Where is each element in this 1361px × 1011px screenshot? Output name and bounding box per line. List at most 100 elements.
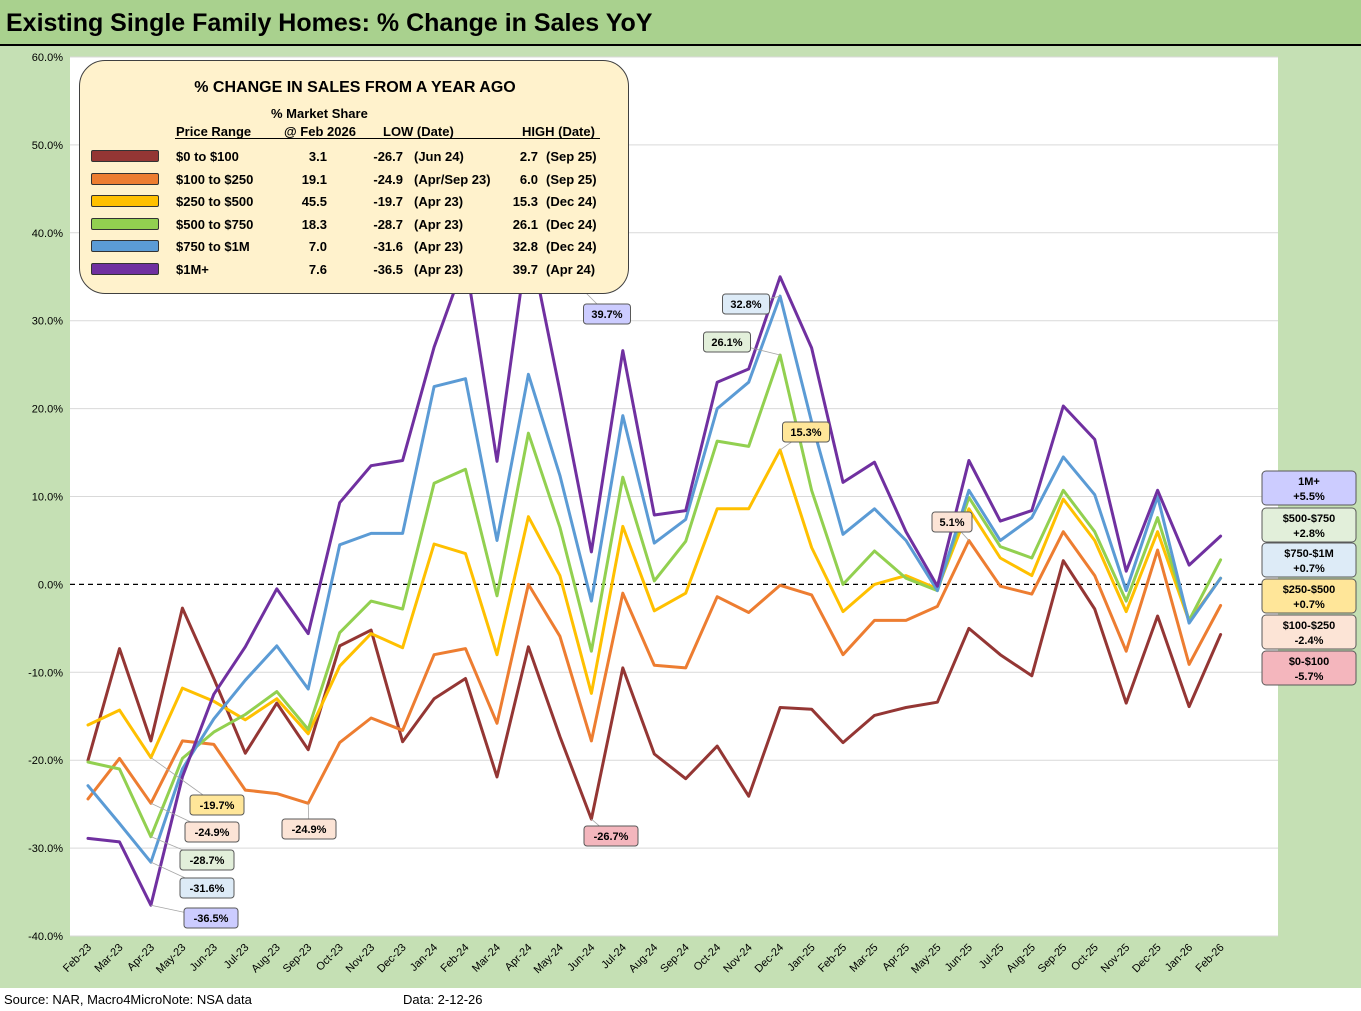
data-label: 5.1%	[939, 517, 964, 529]
x-tick-label: Mar-23	[92, 942, 125, 975]
x-tick-label: Nov-23	[344, 942, 378, 976]
callout-box	[179, 849, 235, 871]
data-label: -24.9%	[195, 827, 230, 839]
legend-price-range: $100 to $250	[176, 172, 254, 187]
callout-box	[281, 818, 337, 840]
legend-header-high: HIGH (Date)	[522, 124, 595, 139]
end-label-value: +5.5%	[1293, 491, 1325, 503]
legend-price-range: $500 to $750	[176, 217, 254, 232]
x-tick-label: Nov-24	[721, 942, 755, 976]
legend-low-date: (Apr 23)	[414, 239, 464, 254]
legend-title: % CHANGE IN SALES FROM A YEAR AGO	[194, 79, 516, 96]
y-tick-label: 10.0%	[32, 492, 63, 504]
y-tick-label: -40.0%	[28, 931, 63, 943]
end-label-box	[1261, 542, 1357, 578]
legend-high: 6.0	[519, 172, 538, 187]
legend-high-date: (Dec 24)	[546, 239, 597, 254]
legend-swatch	[91, 173, 159, 185]
end-label-box	[1261, 614, 1357, 650]
y-tick-label: -10.0%	[28, 667, 63, 679]
end-label-name: $100-$250	[1283, 620, 1336, 632]
legend-low: -19.7	[373, 194, 403, 209]
end-label-value: -2.4%	[1295, 635, 1324, 647]
x-tick-label: Oct-23	[314, 942, 346, 974]
callout-box	[583, 303, 631, 325]
source-note: Source: NAR, Macro4MicroNote: NSA data	[4, 992, 252, 1007]
legend-low: -28.7	[373, 217, 403, 232]
callout-box	[183, 907, 239, 929]
callout-box	[703, 331, 751, 353]
x-tick-label: Apr-23	[125, 942, 157, 974]
data-label: 15.3%	[790, 427, 821, 439]
x-tick-label: Sep-23	[281, 942, 315, 976]
legend-share: 45.5	[301, 194, 327, 209]
end-label-value: +2.8%	[1293, 528, 1325, 540]
x-tick-label: Jun-23	[188, 942, 220, 974]
data-label: 32.8%	[730, 299, 761, 311]
x-tick-label: Apr-24	[503, 942, 535, 974]
legend-swatch	[91, 218, 159, 230]
legend-header-share: @ Feb 2026	[284, 124, 356, 139]
series-line-1M+	[86, 233, 1223, 907]
y-tick-label: 60.0%	[32, 52, 63, 64]
legend-high: 2.7	[519, 149, 538, 164]
legend-table: % CHANGE IN SALES FROM A YEAR AGO % Mark…	[79, 60, 629, 294]
x-tick-label: May-24	[532, 942, 566, 976]
legend-high: 32.8	[512, 239, 538, 254]
data-label: -28.7%	[190, 855, 225, 867]
x-tick-label: May-23	[154, 942, 188, 976]
end-label-name: $250-$500	[1283, 584, 1336, 596]
legend-row: $100 to $250 19.1 -24.9 (Apr/Sep 23) 6.0 (Sep…	[80, 172, 630, 190]
series-line-$500-$750	[86, 353, 1223, 839]
legend-high-date: (Dec 24)	[546, 217, 597, 232]
end-label-box	[1261, 470, 1357, 506]
legend-high-date: (Apr 24)	[546, 262, 596, 277]
x-tick-label: Feb-26	[1194, 942, 1227, 975]
legend-row: $0 to $100 3.1 -26.7 (Jun 24) 2.7 (Sep 25)	[80, 149, 630, 167]
legend-low: -24.9	[373, 172, 403, 187]
x-tick-label: Dec-24	[753, 942, 787, 976]
data-label: -31.6%	[190, 883, 225, 895]
legend-low: -26.7	[373, 149, 403, 164]
callout-box	[184, 821, 240, 843]
legend-low-date: (Apr 23)	[414, 217, 464, 232]
data-label: -19.7%	[200, 800, 235, 812]
x-tick-label: Apr-25	[880, 942, 912, 974]
x-tick-label: Feb-25	[816, 942, 849, 975]
x-tick-label: Feb-23	[61, 942, 94, 975]
legend-header-market-share: % Market Share	[271, 106, 368, 121]
x-tick-label: Aug-23	[249, 942, 283, 976]
y-tick-label: -30.0%	[28, 843, 63, 855]
legend-row: $250 to $500 45.5 -19.7 (Apr 23) 15.3 (Dec 24…	[80, 194, 630, 212]
callout-box	[179, 877, 235, 899]
end-label-name: $500-$750	[1283, 513, 1336, 525]
legend-high-date: (Sep 25)	[546, 172, 597, 187]
end-label-box	[1261, 507, 1357, 543]
x-tick-label: Jan-26	[1163, 942, 1195, 974]
y-tick-label: -20.0%	[28, 755, 63, 767]
legend-header-low: LOW (Date)	[383, 124, 454, 139]
y-tick-label: 30.0%	[32, 316, 63, 328]
end-label-name: $750-$1M	[1284, 548, 1334, 560]
series-line-$0-$100	[86, 559, 1223, 821]
data-label: -36.5%	[194, 913, 229, 925]
data-label: 26.1%	[711, 337, 742, 349]
legend-price-range: $250 to $500	[176, 194, 254, 209]
x-tick-label: Jul-25	[977, 942, 1007, 972]
callout-box	[782, 421, 830, 443]
y-tick-label: 0.0%	[38, 579, 63, 591]
legend-low: -31.6	[373, 239, 403, 254]
series-layer	[86, 233, 1223, 907]
end-label-value: +0.7%	[1293, 563, 1325, 575]
x-tick-label: Mar-24	[470, 942, 503, 975]
title-bar: Existing Single Family Homes: % Change i…	[0, 0, 1361, 46]
legend-row: $1M+ 7.6 -36.5 (Apr 23) 39.7 (Apr 24)	[80, 262, 630, 280]
legend-header-rule	[175, 138, 600, 139]
series-line-$750-$1M	[86, 294, 1223, 864]
x-tick-label: May-25	[909, 942, 943, 976]
data-label: 39.7%	[591, 309, 622, 321]
legend-low-date: (Jun 24)	[414, 149, 464, 164]
grid-layer	[70, 56, 1278, 937]
legend-high: 26.1	[512, 217, 538, 232]
